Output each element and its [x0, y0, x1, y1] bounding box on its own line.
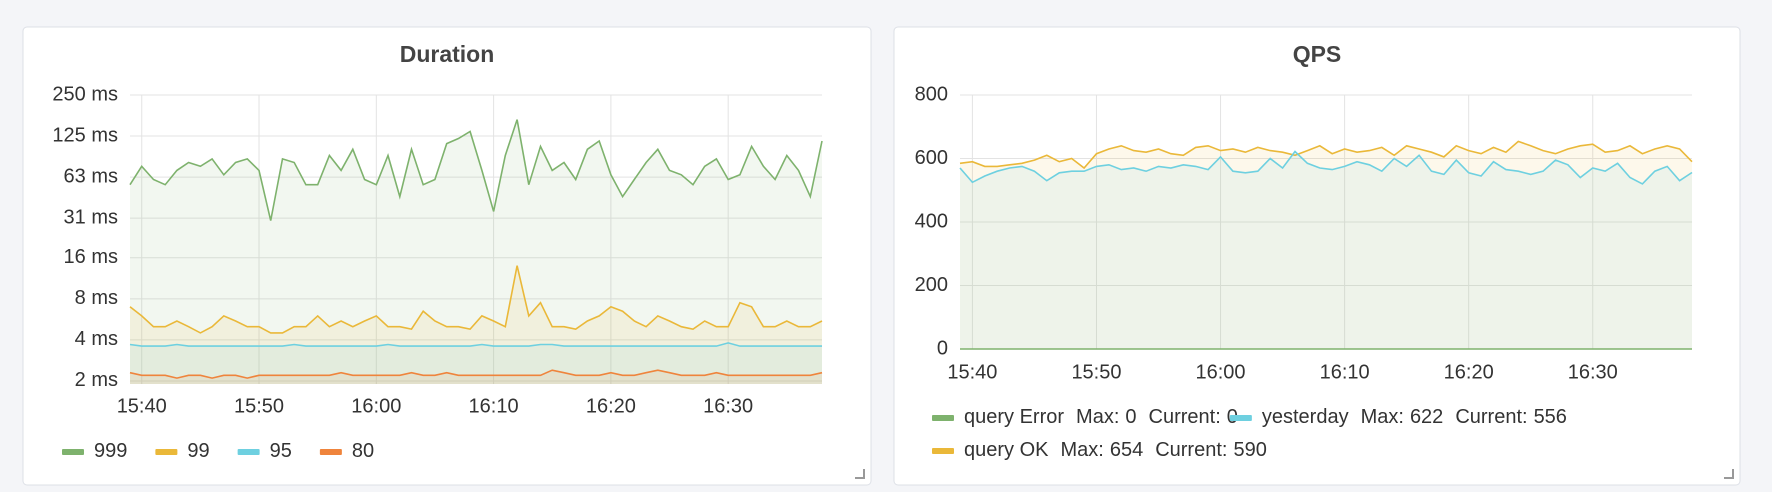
legend-text: 622 [1410, 406, 1443, 428]
legend-swatch [237, 449, 260, 455]
y-tick-label: 16 ms [64, 246, 118, 268]
x-tick-label: 15:40 [117, 395, 167, 417]
legend-label: 99 [187, 440, 209, 462]
line [129, 265, 823, 334]
legend-text: 99 [187, 440, 209, 462]
line [129, 369, 823, 379]
y-tick-label: 31 ms [64, 206, 118, 228]
x-tick-label: 16:10 [1320, 361, 1370, 383]
line [129, 342, 822, 347]
x-tick-label: 16:30 [703, 395, 753, 417]
y-tick-label: 250 ms [52, 83, 118, 105]
resize-handle[interactable] [855, 469, 865, 479]
legend-label: 80 [352, 440, 374, 462]
legend-text: Current: [1155, 439, 1227, 461]
y-tick-label: 63 ms [64, 165, 118, 187]
legend-item: 99 [155, 440, 210, 462]
legend-text: 590 [1233, 439, 1266, 461]
legend-text: Current: [1455, 406, 1527, 428]
y-tick-label: 2 ms [75, 369, 118, 391]
resize-handle[interactable] [1724, 469, 1734, 479]
area [130, 370, 822, 384]
x-tick-label: 16:00 [351, 395, 401, 417]
area [130, 119, 822, 384]
panel [893, 26, 1741, 486]
x-tick-label: 16:00 [1196, 361, 1246, 383]
legend-item: query OK Max: 654 Current: 590 [932, 439, 1267, 461]
legend-label: 999 [94, 440, 127, 462]
x-tick-label: 15:50 [1071, 361, 1121, 383]
y-tick-label: 400 [915, 210, 948, 232]
area [960, 141, 1692, 349]
chart-title: QPS [1293, 41, 1342, 67]
legend-item: yesterday Max: 622 Current: 556 [1229, 406, 1567, 428]
legend-text: Current: [1149, 406, 1221, 428]
legend-item: 95 [237, 440, 292, 462]
legend-text: 556 [1534, 406, 1567, 428]
legend-item: 999 [62, 440, 127, 462]
legend-label: yesterday Max: 622 Current: 556 [1262, 406, 1567, 428]
legend-text: Max: [1076, 406, 1119, 428]
legend-text: 95 [270, 440, 292, 462]
legend-swatch [62, 449, 84, 455]
x-tick-label: 16:20 [586, 395, 636, 417]
area [960, 151, 1692, 349]
y-tick-label: 0 [937, 337, 948, 359]
y-tick-label: 8 ms [75, 287, 118, 309]
legend-swatch [1229, 415, 1252, 421]
legend-text: Max: [1361, 406, 1404, 428]
legend-text: 80 [352, 440, 374, 462]
legend-text: 999 [94, 440, 127, 462]
legend-swatch [155, 449, 178, 455]
legend-text: 654 [1110, 439, 1143, 461]
legend-swatch [932, 415, 954, 421]
y-tick-label: 125 ms [52, 124, 118, 146]
legend-text: query OK [964, 439, 1049, 461]
legend-text: 0 [1125, 406, 1136, 428]
legend-text: query Error [964, 406, 1064, 428]
y-tick-label: 200 [915, 274, 948, 296]
chart-title: Duration [400, 41, 495, 67]
y-tick-label: 4 ms [75, 328, 118, 350]
legend-text: Max: [1060, 439, 1103, 461]
legend-label: 95 [270, 440, 292, 462]
legend-label: query OK Max: 654 Current: 590 [964, 439, 1267, 461]
x-tick-label: 16:10 [469, 395, 519, 417]
x-tick-label: 15:50 [234, 395, 284, 417]
line [959, 150, 1693, 185]
legend-text: yesterday [1262, 406, 1349, 428]
legend-swatch [319, 449, 342, 455]
line [129, 119, 823, 221]
legend-swatch [932, 448, 954, 454]
y-tick-label: 800 [915, 83, 948, 105]
x-tick-label: 16:30 [1568, 361, 1618, 383]
area [130, 342, 822, 384]
line [959, 140, 1693, 170]
x-tick-label: 15:40 [947, 361, 997, 383]
legend-item: 80 [319, 440, 374, 462]
x-tick-label: 16:20 [1444, 361, 1494, 383]
area [130, 265, 822, 384]
y-tick-label: 600 [915, 147, 948, 169]
